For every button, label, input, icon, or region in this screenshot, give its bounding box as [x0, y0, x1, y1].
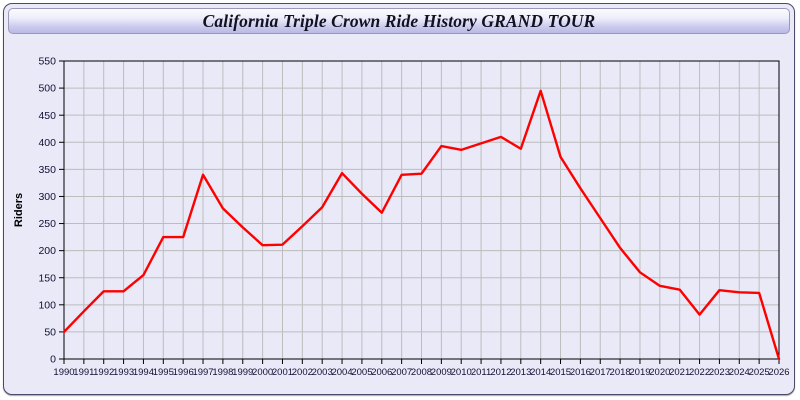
- svg-text:2004: 2004: [331, 367, 352, 378]
- svg-text:2019: 2019: [629, 367, 650, 378]
- y-axis-ticks: [59, 60, 64, 360]
- svg-text:2013: 2013: [510, 367, 531, 378]
- svg-text:1997: 1997: [192, 367, 213, 378]
- svg-text:50: 50: [44, 327, 56, 339]
- svg-text:2001: 2001: [272, 367, 293, 378]
- svg-text:1992: 1992: [93, 367, 114, 378]
- svg-text:2021: 2021: [669, 367, 690, 378]
- svg-text:2016: 2016: [570, 367, 591, 378]
- svg-text:2024: 2024: [729, 367, 750, 378]
- svg-text:1991: 1991: [73, 367, 94, 378]
- chart-window: California Triple Crown Ride History GRA…: [3, 3, 795, 395]
- chart-title: California Triple Crown Ride History GRA…: [202, 10, 596, 31]
- svg-text:2007: 2007: [391, 367, 412, 378]
- svg-text:2018: 2018: [610, 367, 631, 378]
- svg-text:400: 400: [38, 137, 56, 149]
- svg-text:2023: 2023: [709, 367, 730, 378]
- svg-text:1994: 1994: [133, 367, 154, 378]
- plot-area-container: 0 50 100 150 200 250 300 350 400 450 500 550 1990 19…: [4, 34, 796, 394]
- svg-text:2012: 2012: [490, 367, 511, 378]
- y-axis-title: Riders: [13, 193, 25, 227]
- svg-text:2003: 2003: [312, 367, 333, 378]
- svg-text:1993: 1993: [113, 367, 134, 378]
- grid-lines: [64, 60, 780, 359]
- svg-text:2008: 2008: [411, 367, 432, 378]
- svg-text:2006: 2006: [371, 367, 392, 378]
- svg-text:450: 450: [38, 110, 56, 122]
- x-axis-ticks: [63, 359, 780, 364]
- svg-text:1996: 1996: [173, 367, 194, 378]
- svg-text:2010: 2010: [451, 367, 472, 378]
- svg-text:550: 550: [38, 56, 56, 68]
- svg-text:2009: 2009: [431, 367, 452, 378]
- svg-text:2026: 2026: [768, 367, 789, 378]
- svg-text:1995: 1995: [153, 367, 174, 378]
- svg-text:350: 350: [38, 164, 56, 176]
- svg-text:2020: 2020: [649, 367, 670, 378]
- svg-text:2017: 2017: [590, 367, 611, 378]
- svg-text:1999: 1999: [232, 367, 253, 378]
- svg-text:2015: 2015: [550, 367, 571, 378]
- svg-text:150: 150: [38, 272, 56, 284]
- svg-text:2022: 2022: [689, 367, 710, 378]
- svg-text:2014: 2014: [530, 367, 551, 378]
- svg-text:2011: 2011: [471, 367, 491, 378]
- svg-text:500: 500: [38, 83, 56, 95]
- svg-text:2025: 2025: [749, 367, 770, 378]
- svg-text:0: 0: [50, 354, 56, 366]
- plot-border: [63, 60, 780, 360]
- x-axis-tick-labels: 1990199119921993199419951996199719981999…: [53, 367, 789, 378]
- svg-text:100: 100: [38, 299, 56, 311]
- svg-text:1998: 1998: [212, 367, 233, 378]
- y-axis-tick-labels: 0 50 100 150 200 250 300 350 400 450 500 550: [38, 56, 56, 366]
- svg-text:2002: 2002: [292, 367, 313, 378]
- svg-text:250: 250: [38, 218, 56, 230]
- riders-series-line: [62, 89, 781, 361]
- svg-text:2000: 2000: [252, 367, 273, 378]
- svg-text:300: 300: [38, 191, 56, 203]
- svg-text:1990: 1990: [53, 367, 74, 378]
- svg-text:2005: 2005: [351, 367, 372, 378]
- svg-text:200: 200: [38, 245, 56, 257]
- window-title-bar: California Triple Crown Ride History GRA…: [8, 8, 790, 34]
